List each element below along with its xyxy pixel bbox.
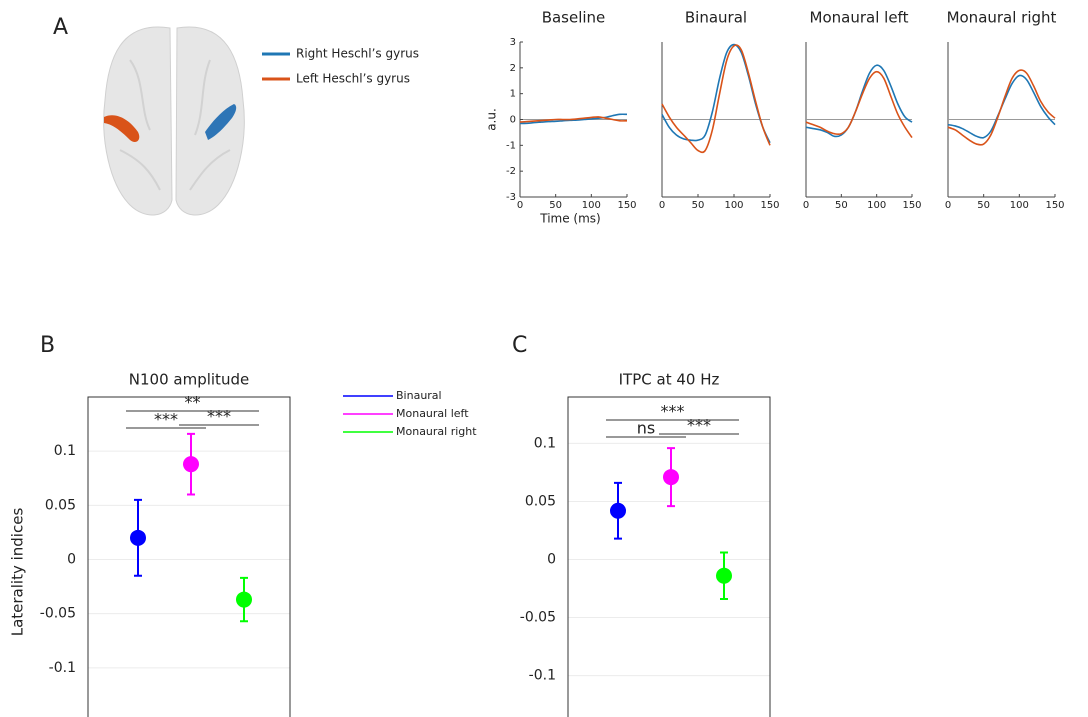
y-axis-label: Laterality indices [9,508,27,637]
legend-label: Monaural right [396,425,477,438]
chart-title: N100 amplitude [129,371,249,389]
x-tick-label: 100 [1010,200,1029,211]
data-point [183,456,199,473]
chart-title: Baseline [542,9,606,27]
panel-label: C [512,333,527,358]
y-tick-label: -0.1 [529,668,556,684]
y-tick-label: 0.05 [525,493,556,509]
series-line [947,69,1056,146]
chart-title: Monaural right [947,9,1057,27]
x-tick-label: 50 [692,200,705,211]
significance-label: *** [207,407,231,426]
y-tick-label: -1 [506,140,516,151]
x-tick-label: 0 [803,200,809,211]
x-axis-label: Time (ms) [539,212,601,226]
chart-title: ITPC at 40 Hz [619,371,720,389]
significance-label: *** [661,402,685,421]
data-point [610,502,626,519]
x-tick-label: 100 [724,200,743,211]
significance-label: *** [687,416,711,435]
axes-box [87,396,291,717]
y-tick-label: -0.1 [49,660,76,676]
x-tick-label: 150 [1045,200,1064,211]
y-tick-label: 0 [547,552,556,568]
axes-box [567,396,771,717]
y-tick-label: 0.05 [45,497,76,513]
x-tick-label: 150 [617,200,636,211]
panel-label: B [40,333,55,358]
x-tick-label: 150 [760,200,779,211]
x-tick-label: 0 [945,200,951,211]
y-tick-label: -0.05 [40,606,76,622]
data-point [236,591,252,608]
legend-label: Binaural [396,389,442,402]
significance-label: *** [154,410,178,429]
y-tick-label: -2 [506,166,516,177]
x-tick-label: 0 [517,200,523,211]
x-tick-label: 100 [867,200,886,211]
y-tick-label: 1 [510,89,516,100]
data-point [716,567,732,584]
legend-label: Right Heschl’s gyrus [296,47,419,61]
series-line [519,116,628,123]
series-line [805,70,913,139]
x-tick-label: 50 [549,200,562,211]
y-tick-label: 2 [510,63,516,74]
data-point [663,469,679,486]
y-axis-label: a.u. [485,108,499,131]
series-line [519,113,628,125]
legend-label: Monaural left [396,407,469,420]
x-tick-label: 0 [659,200,665,211]
x-tick-label: 150 [902,200,921,211]
x-tick-label: 50 [977,200,990,211]
significance-label: ** [185,393,201,412]
x-tick-label: 100 [582,200,601,211]
y-tick-label: 0.1 [534,435,556,451]
y-tick-label: 0.1 [54,443,76,459]
y-tick-label: -0.05 [520,610,556,626]
series-line [661,44,771,154]
data-point [130,529,146,546]
panel-label: A [53,15,68,40]
y-tick-label: 3 [510,37,516,48]
chart-title: Binaural [685,9,747,27]
chart-title: Monaural left [810,9,909,27]
y-tick-label: -3 [506,192,516,203]
significance-label: ns [637,419,655,438]
legend-label: Left Heschl’s gyrus [296,72,410,86]
brain [103,26,245,216]
y-tick-label: 0 [67,552,76,568]
x-tick-label: 50 [835,200,848,211]
y-tick-label: 0 [510,115,516,126]
